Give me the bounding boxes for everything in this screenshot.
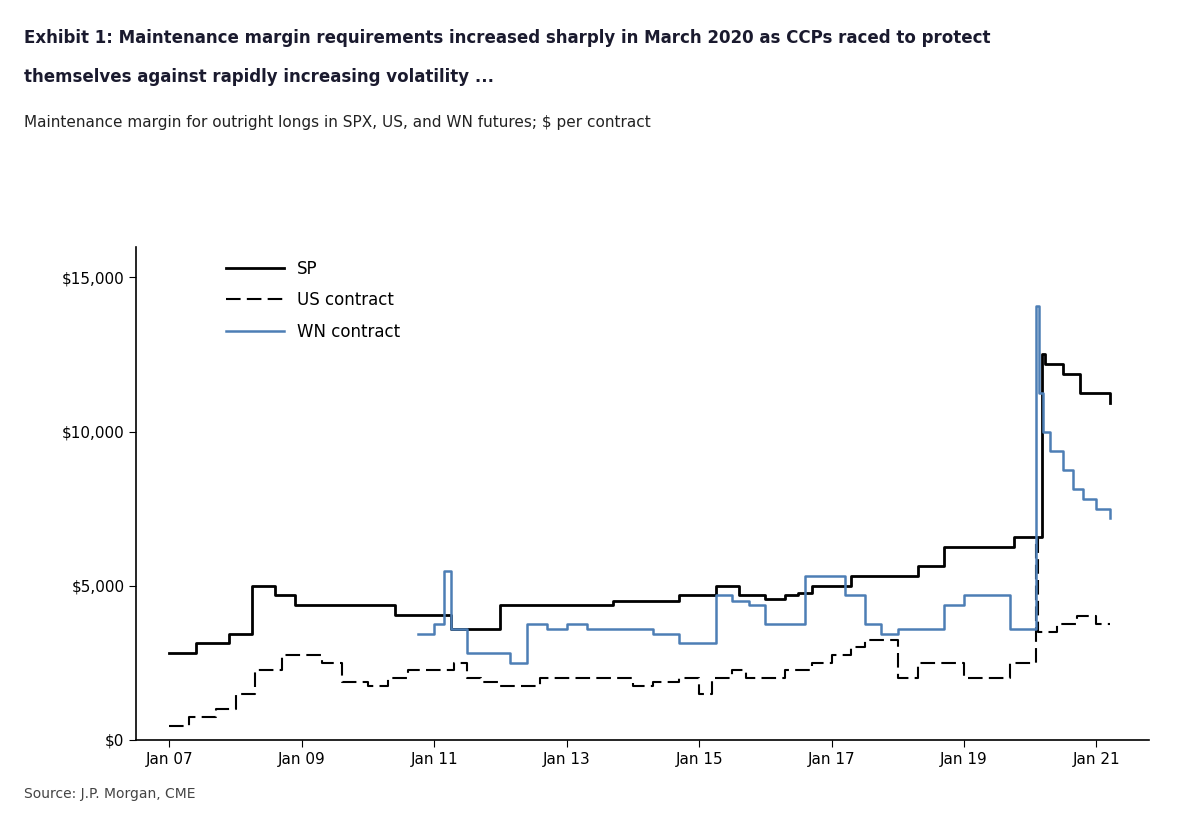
Legend: SP, US contract, WN contract: SP, US contract, WN contract (225, 260, 401, 340)
Text: themselves against rapidly increasing volatility ...: themselves against rapidly increasing vo… (24, 68, 494, 86)
Text: Maintenance margin for outright longs in SPX, US, and WN futures; $ per contract: Maintenance margin for outright longs in… (24, 115, 651, 130)
Text: Source: J.P. Morgan, CME: Source: J.P. Morgan, CME (24, 787, 196, 801)
Text: Exhibit 1: Maintenance margin requirements increased sharply in March 2020 as CC: Exhibit 1: Maintenance margin requiremen… (24, 29, 991, 47)
